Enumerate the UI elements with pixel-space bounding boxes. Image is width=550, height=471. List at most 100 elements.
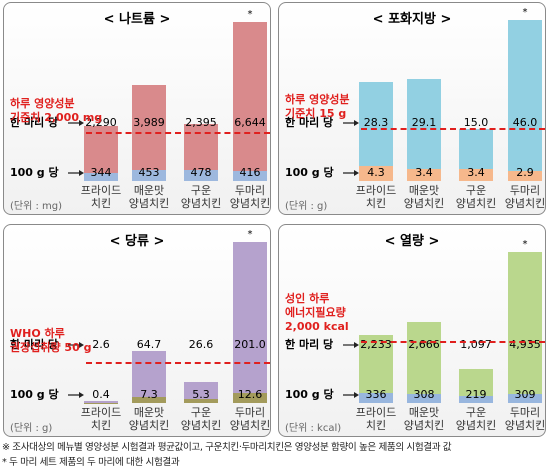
bar xyxy=(508,20,542,181)
category-label: 프라이드 치킨 xyxy=(80,184,122,210)
category-label: 구운 양념치킨 xyxy=(455,406,497,432)
bar xyxy=(233,171,267,181)
unit-label: (단위 : g) xyxy=(10,423,53,434)
reference-label: 2,000 kcal xyxy=(285,319,349,333)
reference-line xyxy=(86,132,270,134)
chart-panel: < 열량 >2,233 2,666 1,097 4,935 한 마리 당 336 308 21… xyxy=(278,224,546,437)
bar xyxy=(407,393,441,403)
bar xyxy=(84,172,118,181)
category-label: 두마리 양념치킨 xyxy=(229,184,271,210)
footnote-marker: * xyxy=(522,239,528,251)
reference-label: 하루 영양성분 xyxy=(10,97,75,110)
bar xyxy=(84,126,118,181)
value-label: 29.1 xyxy=(411,116,437,129)
bar xyxy=(359,81,393,181)
series-label: 한 마리 당 xyxy=(10,338,59,351)
value-label: 2.9 xyxy=(516,166,534,179)
value-label: 0.4 xyxy=(92,388,110,401)
value-label: 2,290 xyxy=(85,116,117,129)
chart-title: < 나트륨 > xyxy=(103,12,171,27)
value-label: 12.6 xyxy=(237,388,263,401)
value-label: 3.4 xyxy=(467,166,485,179)
series-label: 100 g 당 xyxy=(10,166,59,179)
value-label: 3,989 xyxy=(133,116,165,129)
value-label: 344 xyxy=(90,166,112,179)
arrow xyxy=(343,170,359,176)
category-label: 프라이드 치킨 xyxy=(355,184,397,210)
value-label: 6,644 xyxy=(234,116,266,129)
arrow xyxy=(68,392,84,398)
category-label: 매운맛 양념치킨 xyxy=(128,406,170,432)
chart-panel: < 포화지방 > 28.3 29.1 15.0 46.0 한 마리 당 4.3 3.4 3.4 2… xyxy=(278,2,546,215)
arrow xyxy=(343,120,359,126)
bar xyxy=(84,400,118,403)
value-label: 7.3 xyxy=(140,388,158,401)
footnote: ※ 조사대상의 메뉴별 영양성분 시험결과 평균값이고, 구운치킨·두마리치킨은… xyxy=(2,442,452,453)
arrow xyxy=(343,342,359,348)
category-label: 매운맛 양념치킨 xyxy=(403,184,445,210)
reference-label: 성인 하루 xyxy=(285,291,330,305)
value-label: 26.6 xyxy=(188,338,214,351)
bar xyxy=(233,21,267,181)
value-label: 46.0 xyxy=(512,116,538,129)
value-label: 309 xyxy=(514,388,536,401)
reference-label: WHO 하루 xyxy=(10,327,65,340)
bar xyxy=(508,252,542,403)
value-label: 15.0 xyxy=(463,116,489,129)
bar xyxy=(132,170,166,181)
reference-label: 하루 영양성분 xyxy=(285,92,350,106)
value-label: 416 xyxy=(239,166,261,179)
series-label: 100 g 당 xyxy=(285,166,334,179)
chart-title: < 당류 > xyxy=(109,234,165,249)
series-label: 한 마리 당 xyxy=(10,116,59,129)
category-label: 구운 양념치킨 xyxy=(180,406,222,432)
category-label: 구운 양념치킨 xyxy=(180,184,222,210)
bar xyxy=(407,169,441,181)
bar xyxy=(132,397,166,403)
arrow xyxy=(68,342,84,348)
bar xyxy=(407,321,441,403)
reference-line xyxy=(361,127,545,130)
value-label: 2.6 xyxy=(92,338,110,351)
bar xyxy=(407,79,441,181)
category-label: 두마리 양념치킨 xyxy=(229,406,271,432)
series-label: 100 g 당 xyxy=(10,388,59,401)
footnote-marker: * xyxy=(247,229,253,241)
bar xyxy=(459,396,493,403)
category-label: 두마리 양념치킨 xyxy=(504,184,546,210)
unit-label: (단위 : g) xyxy=(285,201,328,212)
footnote-marker: * xyxy=(247,8,253,20)
unit-label: (단위 : kcal) xyxy=(285,423,342,434)
value-label: 478 xyxy=(190,166,212,179)
series-label: 한 마리 당 xyxy=(285,338,334,351)
unit-label: (단위 : mg) xyxy=(10,201,63,212)
bar xyxy=(359,165,393,181)
category-label: 매운맛 양념치킨 xyxy=(128,184,170,210)
value-label: 308 xyxy=(413,388,435,401)
value-label: 453 xyxy=(138,166,160,179)
category-label: 프라이드 치킨 xyxy=(355,406,397,432)
bar xyxy=(508,393,542,403)
reference-label: 기준치 2,000 mg xyxy=(10,111,103,124)
category-label: 프라이드 치킨 xyxy=(80,406,122,432)
chart-panel: < 당류 > 2.6 64.7 26.6 201.0 한 마리 당 0.4 7.3 5.3 12.… xyxy=(3,224,271,437)
chart-title: < 열량 > xyxy=(384,234,440,249)
bar xyxy=(132,351,166,403)
value-label: 64.7 xyxy=(136,338,162,351)
reference-label: 기준치 15 g xyxy=(285,106,347,120)
value-label: 201.0 xyxy=(234,338,266,351)
category-label: 두마리 양념치킨 xyxy=(504,406,546,432)
bar xyxy=(359,334,393,403)
arrow xyxy=(68,120,84,126)
bar xyxy=(359,392,393,403)
bar xyxy=(233,392,267,403)
chart-panel: < 나트륨 > 2,290 3,989 2,395 6,644 한 마리 당 344 453 4… xyxy=(3,2,271,215)
category-label: 구운 양념치킨 xyxy=(455,184,497,210)
bar xyxy=(233,242,267,403)
reference-line xyxy=(86,362,270,364)
footnote-marker: * xyxy=(522,7,528,18)
category-label: 매운맛 양념치킨 xyxy=(403,406,445,432)
reference-line xyxy=(361,340,545,343)
bar xyxy=(184,381,218,403)
